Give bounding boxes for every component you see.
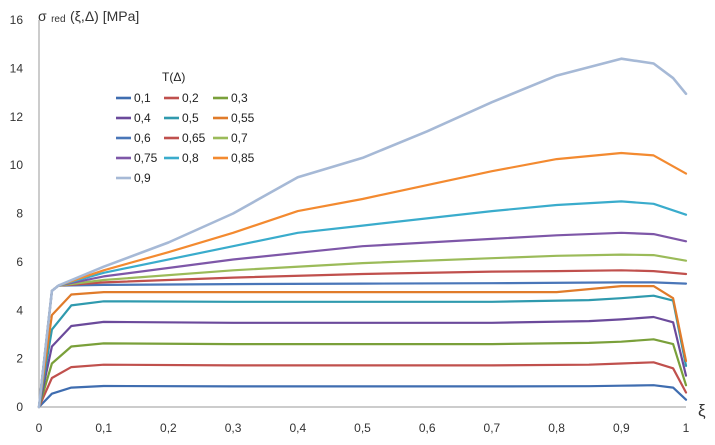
legend-title: T(Δ) — [162, 70, 185, 84]
legend-item: 0,7 — [213, 131, 248, 145]
y-tick-label: 14 — [10, 61, 24, 75]
legend: T(Δ) 0,1 0,2 0,3 0,4 0,5 0,55 0,6 0,65 0,7 0,75 0,… — [116, 70, 255, 185]
legend-label: 0,3 — [231, 91, 248, 105]
x-tick-label: 1 — [683, 421, 690, 435]
x-tick-label: 0,4 — [289, 421, 306, 435]
legend-item: 0,85 — [213, 151, 255, 165]
x-tick-label: 0,9 — [613, 421, 630, 435]
x-tick-label: 0,6 — [419, 421, 436, 435]
series-line-0-7 — [37, 253, 688, 409]
x-tick-label: 0,8 — [548, 421, 565, 435]
legend-label: 0,2 — [182, 91, 199, 105]
legend-label: 0,5 — [182, 111, 199, 125]
y-tick-label: 16 — [10, 13, 24, 27]
legend-label: 0,4 — [134, 111, 151, 125]
legend-label: 0,65 — [182, 131, 206, 145]
y-axis-title-rest: (ξ,Δ) [MPa] — [70, 8, 139, 24]
legend-label: 0,55 — [231, 111, 255, 125]
y-tick-label: 6 — [16, 255, 23, 269]
legend-item: 0,1 — [116, 91, 151, 105]
y-tick-label: 12 — [10, 110, 24, 124]
series-line-0-75 — [37, 231, 688, 409]
series-line-0-3 — [37, 338, 688, 409]
legend-item: 0,55 — [213, 111, 255, 125]
y-axis-title: σ red (ξ,Δ) [MPa] — [38, 8, 139, 26]
legend-label: 0,1 — [134, 91, 151, 105]
legend-item: 0,75 — [116, 151, 158, 165]
y-tick-label: 4 — [16, 303, 23, 317]
y-axis-title-subscript: red — [51, 14, 65, 25]
axes — [38, 20, 686, 408]
legend-label: 0,9 — [134, 171, 151, 185]
y-tick-label: 2 — [16, 352, 23, 366]
y-tick-label: 0 — [16, 400, 23, 414]
legend-label: 0,8 — [182, 151, 199, 165]
series-line-0-85 — [37, 151, 688, 409]
series-lines — [37, 57, 688, 409]
series-line-0-4 — [37, 315, 688, 409]
x-tick-label: 0 — [36, 421, 43, 435]
series-line-0-2 — [37, 361, 688, 409]
x-tick-label: 0,7 — [484, 421, 501, 435]
series-line-0-5 — [37, 294, 688, 409]
series-line-0-1 — [37, 384, 688, 409]
legend-item: 0,65 — [164, 131, 206, 145]
tick-labels: 0 2 4 6 8 10 12 14 16 0 0,1 0,2 0,3 0,4 0,5 0,6 0,7 0,8 0,… — [10, 13, 690, 435]
legend-label: 0,6 — [134, 131, 151, 145]
legend-item: 0,3 — [213, 91, 248, 105]
legend-label: 0,85 — [231, 151, 255, 165]
x-tick-label: 0,5 — [354, 421, 371, 435]
legend-item: 0,2 — [164, 91, 199, 105]
series-line-0-55 — [37, 285, 688, 409]
y-tick-label: 10 — [10, 158, 24, 172]
legend-item: 0,4 — [116, 111, 151, 125]
legend-label: 0,7 — [231, 131, 248, 145]
legend-item: 0,5 — [164, 111, 199, 125]
x-tick-label: 0,2 — [160, 421, 177, 435]
series-line-0-9 — [37, 57, 688, 409]
x-tick-label: 0,1 — [95, 421, 112, 435]
y-axis-title-symbol: σ — [38, 8, 47, 24]
legend-label: 0,75 — [134, 151, 158, 165]
legend-item: 0,6 — [116, 131, 151, 145]
legend-item: 0,9 — [116, 171, 151, 185]
legend-item: 0,8 — [164, 151, 199, 165]
x-tick-label: 0,3 — [225, 421, 242, 435]
x-axis-title: ξ — [698, 401, 706, 420]
series-line-0-8 — [37, 200, 688, 409]
y-tick-label: 8 — [16, 207, 23, 221]
